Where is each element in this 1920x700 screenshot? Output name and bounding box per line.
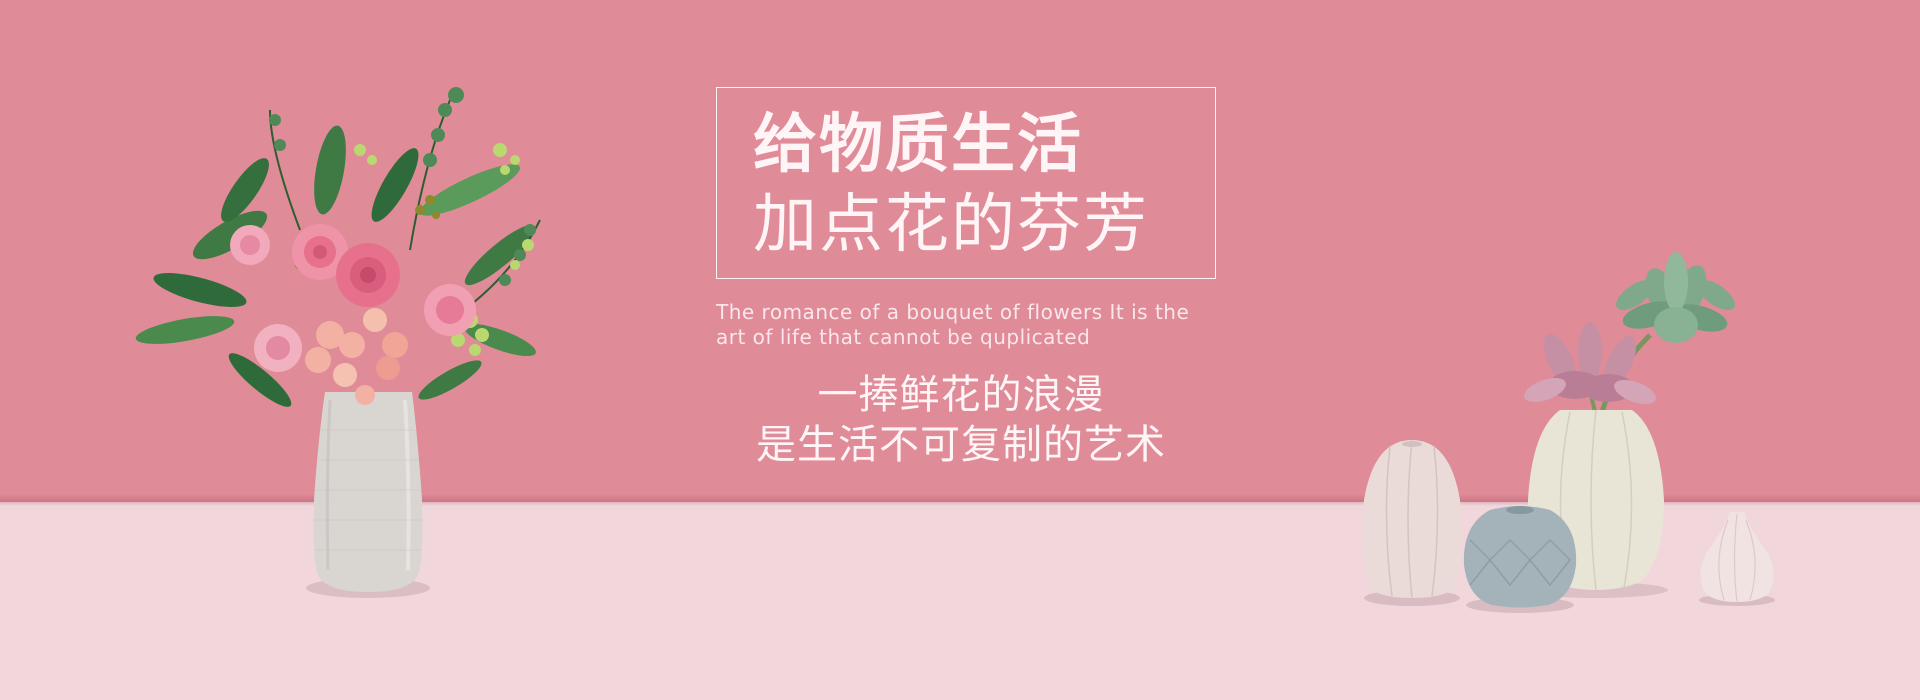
- small-faceted-vase: [1700, 512, 1774, 602]
- chinese-subtitle: 一捧鲜花的浪漫 是生活不可复制的艺术: [716, 370, 1206, 470]
- bouquet-vase-group: [135, 87, 541, 598]
- headline-frame: [716, 87, 1216, 279]
- english-tagline-line2: art of life that cannot be quplicated: [716, 325, 1091, 349]
- subtitle-line2: 是生活不可复制的艺术: [756, 422, 1166, 468]
- bouquet-foliage: [135, 125, 536, 407]
- green-succulent: [1616, 252, 1735, 343]
- english-tagline: The romance of a bouquet of flowers It i…: [716, 300, 1236, 350]
- tall-white-vase: [313, 392, 423, 592]
- pink-roses: [230, 224, 476, 372]
- headline-primary: 给物质生活: [753, 108, 1083, 182]
- mauve-succulent: [1524, 322, 1656, 405]
- ceramic-vases-group: [1362, 252, 1775, 613]
- eucalyptus-sprigs: [269, 99, 541, 321]
- subtitle-line1: 一捧鲜花的浪漫: [817, 372, 1105, 418]
- headline-secondary: 加点花的芬芳: [753, 188, 1149, 262]
- english-tagline-line1: The romance of a bouquet of flowers It i…: [716, 300, 1190, 324]
- blush-faceted-vase: [1362, 440, 1462, 598]
- peach-alstroemeria: [305, 308, 408, 405]
- blue-faceted-vase: [1463, 506, 1577, 608]
